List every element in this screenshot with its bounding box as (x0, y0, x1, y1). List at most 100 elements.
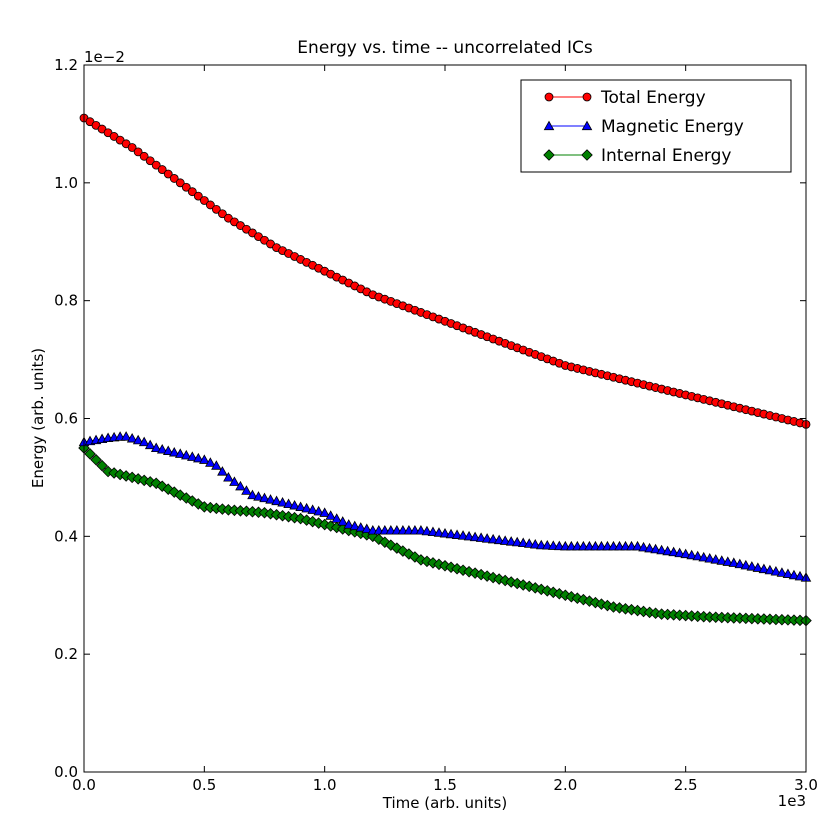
data-point (120, 431, 132, 441)
data-point (451, 529, 463, 539)
data-point (138, 436, 150, 447)
data-point (469, 531, 481, 542)
data-point (794, 570, 806, 581)
data-point (277, 497, 288, 507)
data-point (289, 499, 300, 510)
data-point (427, 526, 439, 536)
series-total-energy (79, 113, 811, 429)
data-point (156, 444, 168, 454)
legend-marker (543, 149, 555, 161)
data-point (187, 187, 197, 197)
data-point (84, 448, 96, 460)
data-point (493, 534, 505, 545)
data-point (457, 530, 469, 540)
data-point (150, 442, 162, 453)
data-point (776, 567, 788, 577)
y-tick-label: 1.0 (54, 174, 78, 192)
data-point (223, 471, 234, 482)
data-point (686, 549, 697, 560)
legend-entry: Internal Energy (543, 146, 731, 166)
data-point (529, 539, 541, 549)
data-point (253, 491, 264, 501)
data-point (205, 457, 216, 467)
data-point (728, 557, 740, 567)
data-point (415, 525, 427, 535)
data-point (283, 498, 294, 509)
data-point (752, 562, 764, 572)
x-tick-label: 0.0 (72, 776, 96, 794)
data-point (163, 169, 173, 179)
data-point (704, 553, 716, 563)
data-point (349, 520, 361, 531)
y-offset-text: 1e−2 (84, 48, 125, 66)
legend-marker (582, 92, 592, 102)
data-point (229, 476, 240, 486)
x-tick-label: 1.5 (433, 776, 457, 794)
legend-entry: Magnetic Energy (543, 117, 744, 137)
y-tick-label: 0.4 (54, 527, 78, 545)
data-point (199, 454, 210, 464)
y-tick-label: 0.2 (54, 645, 78, 663)
data-point (668, 546, 679, 557)
legend-entry: Total Energy (544, 88, 706, 108)
data-point (169, 174, 179, 183)
data-point (782, 568, 794, 578)
data-point (325, 510, 336, 520)
data-point (301, 502, 312, 513)
data-point (175, 178, 185, 188)
y-tick-label: 0.6 (54, 410, 78, 428)
legend-marker (581, 149, 593, 161)
data-point (217, 466, 228, 476)
data-point (361, 523, 373, 534)
data-point (445, 528, 457, 539)
series-magnetic-energy (78, 431, 812, 582)
x-tick-label: 1.0 (313, 776, 337, 794)
legend-label: Magnetic Energy (601, 117, 744, 137)
data-point (662, 545, 673, 556)
data-point (168, 446, 180, 457)
x-tick-label: 2.0 (553, 776, 577, 794)
data-point (764, 564, 776, 575)
legend-marker (543, 120, 555, 131)
data-point (716, 555, 728, 565)
data-point (517, 537, 529, 548)
data-point (788, 569, 800, 580)
x-offset-text: 1e3 (778, 792, 806, 810)
data-point (632, 540, 643, 551)
data-point (151, 160, 161, 170)
data-point (126, 432, 138, 443)
data-point (181, 182, 191, 192)
data-point (271, 495, 282, 506)
data-point (157, 165, 167, 174)
data-point (187, 451, 198, 461)
data-point (770, 566, 782, 576)
data-point (144, 439, 156, 450)
data-point (319, 507, 330, 517)
data-point (127, 143, 137, 152)
data-point (710, 554, 722, 564)
data-point (481, 533, 493, 543)
data-point (174, 448, 186, 458)
data-point (193, 191, 203, 201)
data-point (193, 452, 204, 463)
chart-title: Energy vs. time -- uncorrelated ICs (297, 38, 593, 58)
y-tick-label: 0.8 (54, 292, 78, 310)
data-point (211, 204, 221, 214)
data-point (259, 492, 270, 503)
ticks-layer: 0.0 0.5 1.0 1.5 2.0 2.5 3.0 0.0 0.2 0.4 0.6 0.8 1.0 1… (54, 56, 818, 794)
x-axis-label: Time (arb. units) (382, 794, 507, 812)
data-point (439, 527, 451, 538)
data-point (680, 548, 691, 559)
data-point (247, 489, 258, 500)
data-point (505, 536, 517, 546)
data-point (343, 519, 355, 529)
data-point (740, 559, 752, 570)
data-point (638, 541, 649, 552)
data-point (487, 533, 499, 544)
plot-frame (83, 64, 807, 773)
data-point (139, 151, 149, 161)
data-point (511, 536, 523, 547)
data-point (650, 543, 661, 554)
data-point (746, 561, 758, 571)
